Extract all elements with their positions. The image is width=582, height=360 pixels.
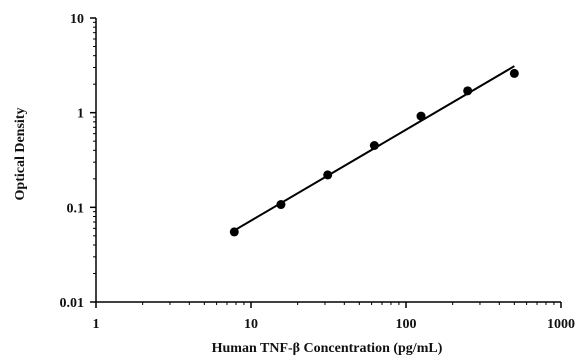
data-point: [276, 200, 286, 210]
y-tick-label: 10: [70, 12, 84, 27]
y-axis-title: Optical Density: [13, 108, 28, 201]
data-point: [229, 227, 239, 237]
y-tick-label: 1: [77, 107, 84, 122]
x-axis-title: Human TNF-β Concentration (pg/mL): [212, 341, 443, 356]
data-point: [416, 111, 426, 121]
y-tick-label: 0.1: [67, 201, 85, 216]
x-tick-label: 100: [396, 317, 417, 332]
y-tick-label: 0.01: [60, 296, 85, 311]
data-point: [463, 86, 473, 96]
x-ticks: 1 10 100 1000: [93, 302, 575, 332]
x-tick-label: 10: [244, 317, 258, 332]
points-layer: [229, 68, 519, 237]
y-ticks: 0.01 0.1 1 10: [60, 12, 96, 311]
data-point: [509, 68, 519, 78]
data-point: [369, 140, 379, 150]
x-tick-label: 1: [93, 317, 100, 332]
data-point: [323, 170, 333, 180]
axes: 0.01 0.1 1 10 1 10 100 1000: [60, 12, 576, 332]
x-tick-label: 1000: [547, 317, 575, 332]
